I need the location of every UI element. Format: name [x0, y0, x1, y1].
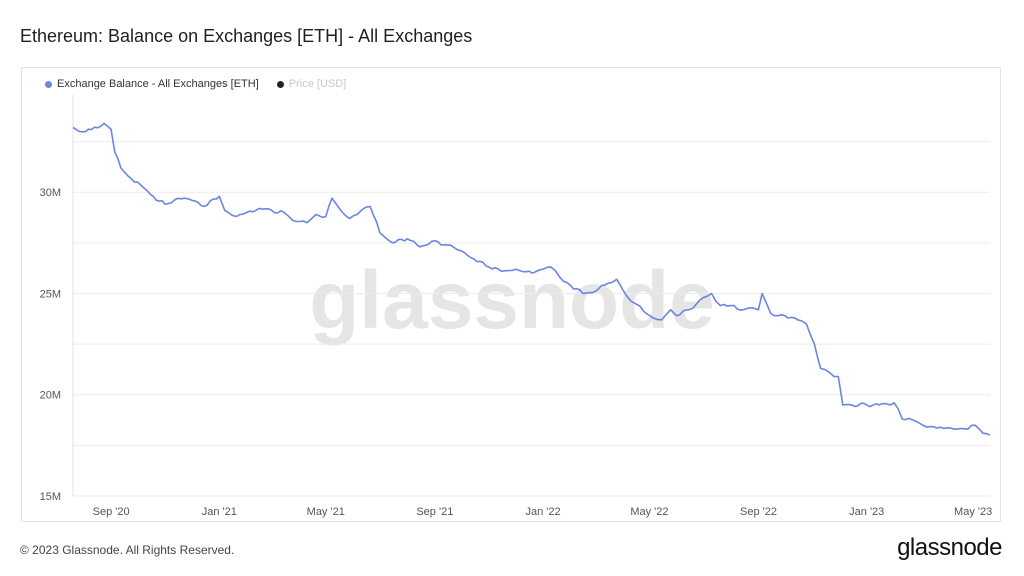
legend-label: Exchange Balance - All Exchanges [ETH] — [57, 78, 259, 90]
x-tick-label: Sep '20 — [93, 506, 130, 518]
x-tick-label: Sep '21 — [416, 506, 453, 518]
y-tick-label: 20M — [40, 390, 61, 402]
legend-item-exchange-balance[interactable]: Exchange Balance - All Exchanges [ETH] — [45, 78, 259, 90]
watermark: glassnode — [309, 255, 715, 346]
y-tick-label: 25M — [40, 288, 61, 300]
y-tick-label: 30M — [40, 187, 61, 199]
copyright-text: © 2023 Glassnode. All Rights Reserved. — [20, 543, 235, 557]
chart-frame — [21, 67, 1001, 522]
legend-label: Price [USD] — [288, 78, 347, 90]
series-line-exchange-balance — [72, 122, 991, 436]
y-tick-label: 15M — [40, 491, 61, 503]
series-dot-icon — [276, 80, 284, 88]
x-tick-label: Sep '22 — [740, 506, 777, 518]
x-tick-label: Jan '22 — [525, 506, 560, 518]
x-tick-label: Jan '21 — [202, 506, 237, 518]
x-tick-label: May '23 — [954, 506, 992, 518]
page-title: Ethereum: Balance on Exchanges [ETH] - A… — [20, 26, 473, 46]
legend: Exchange Balance - All Exchanges [ETH] P… — [45, 78, 346, 90]
brand-logo: glassnode — [897, 534, 1002, 561]
legend-item-price[interactable]: Price [USD] — [276, 78, 347, 90]
series-dot-icon — [45, 80, 52, 88]
x-tick-label: May '22 — [630, 506, 668, 518]
x-tick-label: May '21 — [307, 506, 345, 518]
x-tick-label: Jan '23 — [849, 506, 884, 518]
